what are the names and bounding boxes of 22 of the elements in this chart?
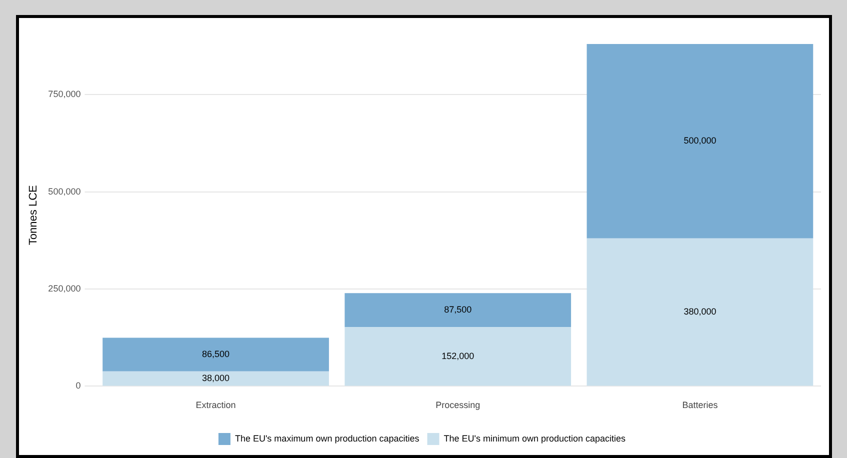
y-tick-label: 0 [76, 380, 81, 391]
data-label: 87,500 [444, 304, 472, 315]
y-tick-label: 750,000 [48, 89, 81, 100]
bar [586, 44, 814, 238]
x-tick-label: Extraction [196, 400, 236, 410]
bar [344, 327, 572, 386]
bar [102, 371, 329, 386]
data-label: 38,000 [202, 373, 230, 384]
bar [586, 238, 814, 386]
y-tick-label: 500,000 [48, 186, 81, 196]
legend-label: The EU's minimum own production capacities [444, 433, 626, 444]
bar [102, 338, 329, 372]
legend-label: The EU's maximum own production capacities [234, 433, 420, 444]
x-tick-label: Processing [436, 400, 480, 410]
y-tick-label: 250,000 [48, 283, 81, 294]
data-label: 380,000 [684, 306, 716, 317]
data-label: 86,500 [202, 349, 230, 360]
y-axis-title: Tonnes LCE [28, 185, 40, 246]
data-label: 500,000 [684, 136, 716, 146]
bar [344, 293, 572, 328]
data-label: 152,000 [442, 350, 474, 361]
x-tick-label: Batteries [682, 400, 718, 410]
